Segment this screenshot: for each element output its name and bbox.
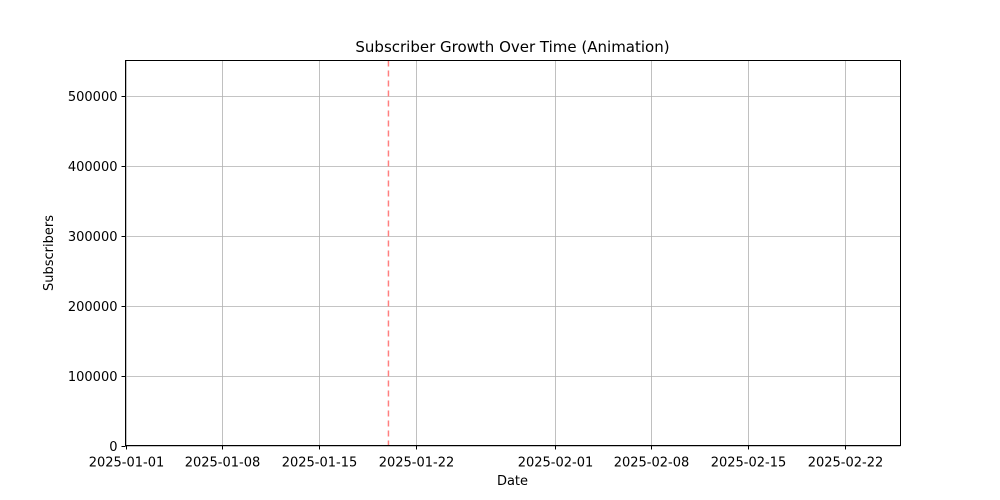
chart-title: Subscriber Growth Over Time (Animation)	[355, 38, 669, 56]
x-tick-label: 2025-01-08	[185, 456, 261, 471]
x-tick-label: 2025-02-08	[614, 456, 690, 471]
y-tick-label: 0	[109, 440, 117, 455]
y-axis-label: Subscribers	[42, 215, 57, 291]
x-axis-label: Date	[497, 474, 528, 489]
x-tick-label: 2025-01-01	[89, 456, 165, 471]
x-tick-label: 2025-02-22	[808, 456, 884, 471]
y-tick-label: 300000	[68, 230, 118, 245]
x-tick-label: 2025-02-15	[711, 456, 787, 471]
x-tick-label: 2025-01-22	[379, 456, 455, 471]
x-tick-label: 2025-01-15	[282, 456, 358, 471]
plot-frame	[125, 60, 901, 446]
y-tick-label: 400000	[68, 160, 118, 175]
y-tick-label: 500000	[68, 90, 118, 105]
grid-layer	[125, 60, 901, 447]
y-axis: 0 100000 200000 300000 400000 500000	[68, 90, 126, 455]
x-tick-label: 2025-02-01	[518, 456, 594, 471]
y-tick-label: 200000	[68, 300, 118, 315]
x-axis: 2025-01-01 2025-01-08 2025-01-15 2025-01-22…	[89, 445, 884, 471]
y-tick-label: 100000	[68, 370, 118, 385]
